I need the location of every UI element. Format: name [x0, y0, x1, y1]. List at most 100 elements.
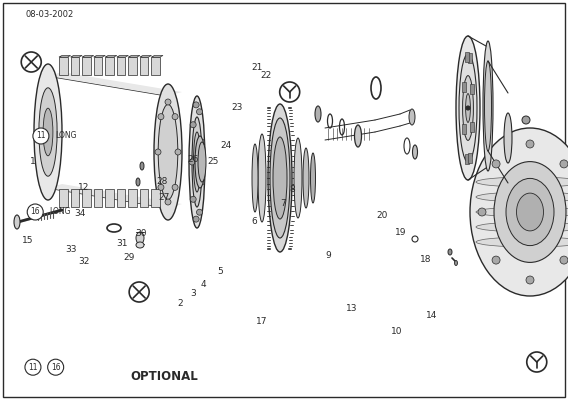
- Text: 15: 15: [22, 236, 33, 245]
- Text: 31: 31: [116, 240, 128, 248]
- Polygon shape: [140, 56, 152, 57]
- Text: 8: 8: [290, 186, 295, 194]
- Polygon shape: [94, 57, 102, 75]
- Ellipse shape: [485, 61, 491, 151]
- Polygon shape: [59, 189, 68, 207]
- Circle shape: [199, 179, 204, 185]
- Text: 6: 6: [252, 218, 257, 226]
- Ellipse shape: [516, 193, 544, 231]
- Text: 13: 13: [346, 304, 358, 313]
- Ellipse shape: [483, 41, 493, 171]
- Polygon shape: [152, 189, 160, 207]
- Polygon shape: [48, 184, 182, 208]
- Polygon shape: [82, 56, 94, 57]
- Ellipse shape: [270, 118, 290, 238]
- Ellipse shape: [315, 106, 321, 122]
- Ellipse shape: [476, 222, 568, 232]
- Text: 23: 23: [232, 104, 243, 112]
- Circle shape: [193, 216, 199, 222]
- Ellipse shape: [268, 104, 292, 252]
- Text: LONG: LONG: [49, 208, 71, 216]
- Circle shape: [492, 160, 500, 168]
- Text: 19: 19: [395, 228, 407, 237]
- Polygon shape: [82, 189, 91, 207]
- Ellipse shape: [476, 207, 568, 217]
- Ellipse shape: [462, 76, 473, 140]
- Text: 21: 21: [251, 63, 262, 72]
- Ellipse shape: [140, 162, 144, 170]
- Circle shape: [172, 114, 178, 120]
- Text: 1: 1: [30, 158, 36, 166]
- Text: OPTIONAL: OPTIONAL: [130, 370, 198, 382]
- Circle shape: [560, 256, 568, 264]
- Circle shape: [172, 184, 178, 190]
- Polygon shape: [59, 56, 70, 57]
- Circle shape: [190, 122, 196, 128]
- Ellipse shape: [470, 128, 568, 296]
- Circle shape: [199, 139, 204, 145]
- Polygon shape: [94, 189, 102, 207]
- Text: LONG: LONG: [55, 132, 76, 140]
- Polygon shape: [467, 153, 471, 163]
- Circle shape: [165, 199, 171, 205]
- Ellipse shape: [412, 145, 417, 159]
- Polygon shape: [59, 57, 68, 75]
- Ellipse shape: [303, 148, 309, 208]
- Text: 16: 16: [51, 363, 60, 372]
- Circle shape: [478, 208, 486, 216]
- Text: 27: 27: [158, 194, 169, 202]
- Polygon shape: [470, 84, 474, 94]
- Circle shape: [33, 128, 49, 144]
- Text: 34: 34: [74, 210, 85, 218]
- Circle shape: [189, 159, 195, 165]
- Polygon shape: [140, 189, 148, 207]
- Polygon shape: [152, 56, 163, 57]
- Ellipse shape: [409, 109, 415, 125]
- Circle shape: [158, 184, 164, 190]
- Polygon shape: [465, 52, 469, 62]
- Polygon shape: [105, 189, 114, 207]
- Ellipse shape: [506, 178, 554, 246]
- Polygon shape: [105, 57, 114, 75]
- Text: 28: 28: [156, 178, 168, 186]
- Polygon shape: [128, 56, 140, 57]
- Text: 18: 18: [420, 255, 432, 264]
- Polygon shape: [117, 189, 126, 207]
- Circle shape: [526, 276, 534, 284]
- Ellipse shape: [476, 177, 568, 187]
- Ellipse shape: [459, 54, 477, 162]
- Polygon shape: [117, 56, 128, 57]
- Ellipse shape: [14, 215, 20, 229]
- Text: 26: 26: [187, 156, 199, 164]
- Ellipse shape: [43, 108, 53, 156]
- Ellipse shape: [273, 137, 287, 219]
- Polygon shape: [94, 56, 105, 57]
- Ellipse shape: [154, 84, 182, 220]
- Text: 12: 12: [78, 184, 90, 192]
- Circle shape: [190, 196, 196, 202]
- Ellipse shape: [158, 104, 178, 200]
- Circle shape: [197, 209, 203, 215]
- Text: 25: 25: [207, 158, 219, 166]
- Text: 22: 22: [260, 72, 272, 80]
- Ellipse shape: [454, 260, 457, 266]
- Text: 24: 24: [220, 142, 232, 150]
- Polygon shape: [117, 57, 126, 75]
- Polygon shape: [70, 57, 79, 75]
- Polygon shape: [467, 53, 471, 63]
- Circle shape: [21, 52, 41, 72]
- Polygon shape: [128, 189, 137, 207]
- Ellipse shape: [504, 113, 512, 163]
- Circle shape: [526, 140, 534, 148]
- Circle shape: [279, 82, 300, 102]
- Circle shape: [175, 149, 181, 155]
- Circle shape: [48, 359, 64, 375]
- Text: 20: 20: [376, 211, 387, 220]
- Text: 5: 5: [218, 267, 223, 276]
- Circle shape: [25, 359, 41, 375]
- Circle shape: [158, 114, 164, 120]
- Ellipse shape: [194, 132, 201, 192]
- Ellipse shape: [39, 88, 57, 176]
- Text: 10: 10: [391, 328, 402, 336]
- Polygon shape: [465, 154, 469, 164]
